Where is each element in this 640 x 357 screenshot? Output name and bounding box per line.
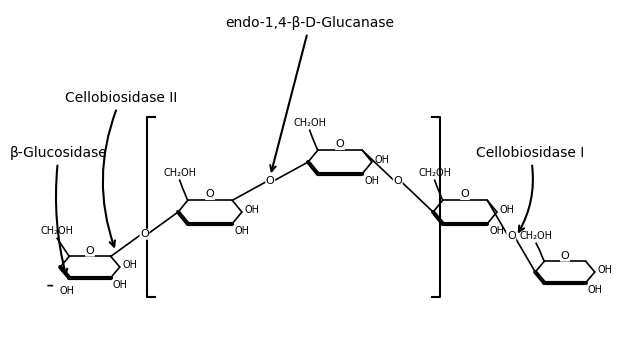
Text: OH: OH (490, 226, 504, 236)
Text: Cellobiosidase I: Cellobiosidase I (476, 146, 584, 232)
Text: CH₂OH: CH₂OH (418, 168, 451, 178)
Text: CH₂OH: CH₂OH (163, 168, 196, 178)
Text: O: O (561, 251, 570, 261)
Text: OH: OH (113, 280, 128, 290)
Text: O: O (86, 246, 94, 256)
Text: OH: OH (588, 285, 603, 295)
Text: OH: OH (364, 176, 380, 186)
Text: OH: OH (375, 155, 390, 165)
Text: β-Glucosidase: β-Glucosidase (10, 146, 108, 275)
Text: OH: OH (598, 265, 612, 275)
Text: OH: OH (500, 205, 515, 215)
Text: endo-1,4-β-D-Glucanase: endo-1,4-β-D-Glucanase (225, 16, 394, 171)
Text: OH: OH (123, 260, 138, 270)
Text: CH₂OH: CH₂OH (293, 118, 326, 128)
Text: O: O (394, 176, 402, 186)
Text: CH₂OH: CH₂OH (41, 226, 74, 236)
Text: O: O (335, 140, 344, 150)
Text: O: O (461, 190, 469, 200)
Text: O: O (266, 176, 275, 186)
Text: OH: OH (60, 286, 75, 296)
Text: CH₂OH: CH₂OH (520, 231, 553, 241)
Text: O: O (205, 190, 214, 200)
Text: O: O (140, 229, 149, 239)
Text: OH: OH (245, 205, 260, 215)
Text: Cellobiosidase II: Cellobiosidase II (65, 91, 177, 247)
Text: O: O (507, 231, 516, 241)
Text: OH: OH (234, 226, 250, 236)
